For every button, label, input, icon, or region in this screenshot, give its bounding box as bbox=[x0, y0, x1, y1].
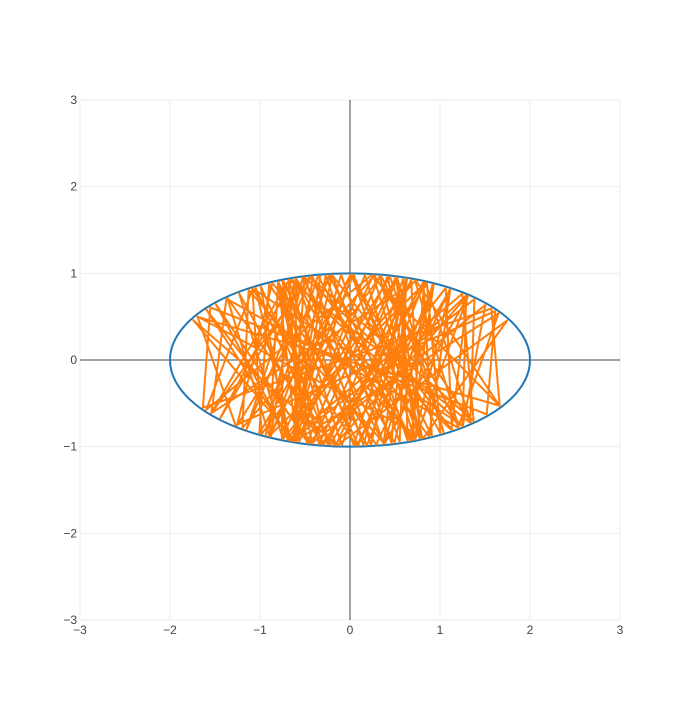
reflection-path-line bbox=[192, 273, 509, 447]
x-tick-label: 2 bbox=[527, 623, 534, 637]
x-tick-labels: −3 −2 −1 0 1 2 3 bbox=[73, 623, 624, 637]
y-tick-label: 2 bbox=[70, 180, 77, 194]
y-tick-labels: −3 −2 −1 0 1 2 3 bbox=[63, 93, 77, 627]
x-tick-label: 0 bbox=[347, 623, 354, 637]
y-tick-label: 3 bbox=[70, 93, 77, 107]
x-tick-label: 1 bbox=[437, 623, 444, 637]
x-tick-label: −1 bbox=[253, 623, 267, 637]
x-tick-label: −3 bbox=[73, 623, 87, 637]
x-tick-label: 3 bbox=[617, 623, 624, 637]
y-tick-label: 1 bbox=[70, 266, 77, 280]
y-tick-label: −2 bbox=[63, 526, 77, 540]
y-tick-label: −3 bbox=[63, 613, 77, 627]
x-tick-label: −2 bbox=[163, 623, 177, 637]
ellipse-curve bbox=[169, 272, 531, 448]
reflection-series bbox=[192, 273, 509, 447]
ellipse-series bbox=[169, 272, 531, 448]
y-tick-label: 0 bbox=[70, 353, 77, 367]
y-tick-label: −1 bbox=[63, 440, 77, 454]
